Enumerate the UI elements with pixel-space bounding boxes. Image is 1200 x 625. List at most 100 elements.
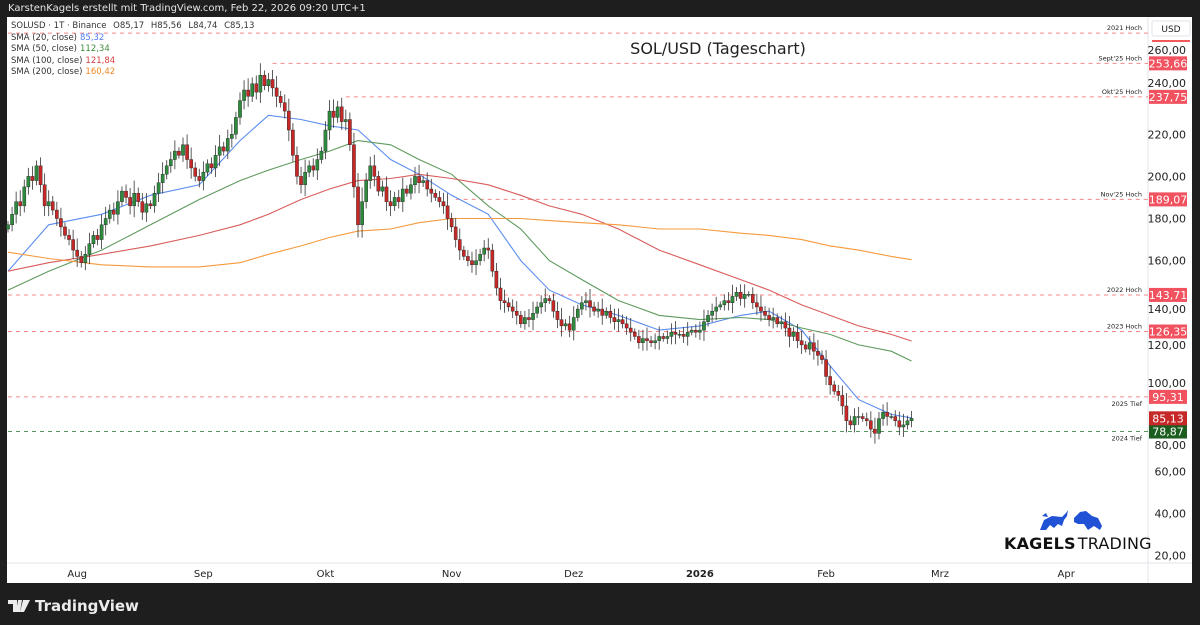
indicator-value: 121,84 <box>85 55 116 66</box>
candle-body <box>295 155 299 177</box>
level-label: 2024 Tief <box>1112 435 1143 443</box>
candle-body <box>742 294 747 299</box>
symbol-info[interactable]: SOLUSD · 1T · Binance <box>11 21 107 31</box>
candle-body <box>372 165 377 177</box>
y-tick-label: 100,00 <box>1148 377 1187 390</box>
y-tick-label: 120,00 <box>1148 339 1187 352</box>
candle-body <box>291 129 295 156</box>
candle-body <box>319 150 324 160</box>
candle-body <box>783 321 788 329</box>
logo-text-light: TRADING <box>1077 534 1152 553</box>
candle-body <box>539 302 543 308</box>
candle-body <box>71 239 75 251</box>
candle-body <box>278 96 283 103</box>
candle-body <box>376 176 381 192</box>
candle-body <box>828 376 832 386</box>
ohlc-close: C85,13 <box>224 21 255 31</box>
indicator-value: 85,32 <box>80 32 105 43</box>
candle-body <box>148 203 153 207</box>
candle-body <box>242 89 246 101</box>
candle-body <box>335 106 340 118</box>
candle-body <box>466 256 470 261</box>
candle-body <box>897 420 902 428</box>
candle-body <box>421 180 425 183</box>
candle-body <box>763 310 767 316</box>
candle-body <box>885 412 889 417</box>
candle-body <box>116 201 120 215</box>
chart-panel[interactable] <box>7 17 1192 583</box>
candle-body <box>653 340 657 343</box>
candle-body <box>869 420 873 430</box>
candle-body <box>185 144 189 160</box>
candle-body <box>59 218 63 228</box>
candle-body <box>270 79 275 89</box>
candle-body <box>445 205 450 219</box>
candle-body <box>580 302 584 310</box>
candle-body <box>506 302 511 308</box>
level-price-label: 189,07 <box>1149 193 1188 206</box>
candle-body <box>860 416 865 419</box>
candle-body <box>600 308 605 316</box>
legend-sma-100[interactable]: SMA (100, close) 121,84 <box>11 56 254 68</box>
candle-body <box>620 319 625 325</box>
indicator-label: SMA (50, close) <box>11 44 77 54</box>
candle-body <box>344 119 348 122</box>
x-tick-label: Mrz <box>931 569 949 580</box>
candle-body <box>99 224 104 240</box>
candle-body <box>352 144 356 188</box>
candle-body <box>718 304 723 308</box>
candle-body <box>238 100 242 118</box>
y-tick-label: 140,00 <box>1148 303 1187 316</box>
candle-body <box>726 300 731 303</box>
candle-body <box>124 190 128 198</box>
candle-body <box>22 186 27 207</box>
currency-button[interactable] <box>1151 20 1191 37</box>
candle-body <box>409 184 413 194</box>
candle-body <box>474 260 478 266</box>
x-tick-label: 2026 <box>686 569 714 580</box>
y-tick-label: 40,00 <box>1155 507 1187 520</box>
candle-body <box>661 336 666 339</box>
candle-body <box>612 317 617 322</box>
candle-body <box>299 176 303 186</box>
level-price-badge <box>1149 389 1187 404</box>
candle-body <box>864 418 869 421</box>
candle-body <box>807 342 812 350</box>
level-label: 2022 Hoch <box>1107 286 1142 294</box>
level-label: Nov'25 Hoch <box>1101 190 1142 198</box>
candle-body <box>128 197 132 207</box>
candle-body <box>177 150 181 156</box>
candle-body <box>551 300 556 312</box>
candle-body <box>368 165 373 181</box>
candle-body <box>746 294 751 296</box>
legend-sma-20[interactable]: SMA (20, close) 85,32 <box>11 33 254 45</box>
candle-body <box>592 306 596 312</box>
candle-body <box>112 209 116 215</box>
candle-body <box>632 332 637 337</box>
candle-body <box>799 340 804 346</box>
candle-body <box>356 186 360 226</box>
candle-body <box>193 167 198 177</box>
level-price-badge <box>1149 424 1187 439</box>
candle-body <box>596 308 600 312</box>
tradingview-brand[interactable]: TradingView <box>8 597 139 615</box>
candle-body <box>303 171 307 186</box>
legend-sma-50[interactable]: SMA (50, close) 112,34 <box>11 44 254 56</box>
candle-body <box>665 336 670 339</box>
candle-body <box>120 190 124 202</box>
candle-body <box>893 416 898 421</box>
candle-body <box>779 321 784 325</box>
candle-body <box>433 193 438 198</box>
candle-body <box>197 176 202 181</box>
sma-line <box>7 140 912 362</box>
legend-sma-200[interactable]: SMA (200, close) 160,42 <box>11 67 254 79</box>
y-tick-label: 160,00 <box>1148 255 1187 268</box>
candle-body <box>38 165 43 186</box>
candle-body <box>132 193 136 207</box>
candle-body <box>751 294 755 303</box>
sma-line <box>7 173 912 342</box>
level-label: 2021 Hoch <box>1107 24 1142 32</box>
y-tick-label: 220,00 <box>1148 128 1187 141</box>
indicator-label: SMA (20, close) <box>11 32 77 43</box>
